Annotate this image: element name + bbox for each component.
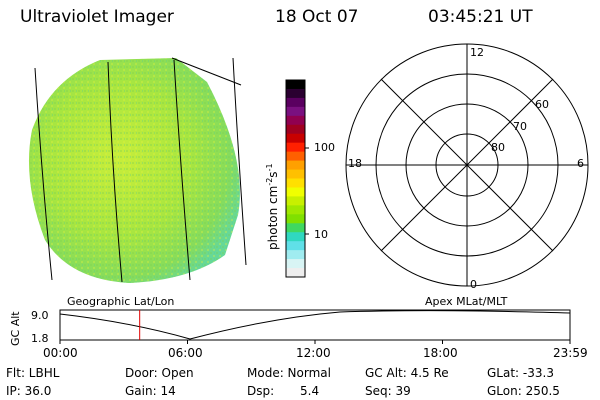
colorbar-segment bbox=[286, 259, 305, 269]
colorbar-segment bbox=[286, 250, 305, 260]
colorbar-segment bbox=[286, 80, 305, 90]
polar-label-12: 12 bbox=[470, 46, 484, 59]
orbit-xtick-0: 00:00 bbox=[43, 346, 78, 360]
ip-info: IP: 36.0 bbox=[6, 384, 52, 398]
orbit-left-title: Geographic Lat/Lon bbox=[67, 295, 175, 308]
colorbar-segment bbox=[286, 115, 305, 126]
dsp-info-value: 5.4 bbox=[300, 384, 320, 398]
colorbar-segment bbox=[286, 223, 305, 233]
colorbar-tick-100: 100 bbox=[314, 141, 335, 154]
colorbar-segment bbox=[286, 205, 305, 215]
filter-info: Flt: LBHL bbox=[6, 366, 60, 380]
orbit-ytick-9: 9.0 bbox=[31, 309, 49, 322]
colorbar-unit-label: photon cm-2s-1 bbox=[265, 163, 280, 250]
instrument-title: Ultraviolet Imager bbox=[20, 7, 174, 27]
colorbar-segment bbox=[286, 169, 305, 179]
polar-plot bbox=[345, 43, 589, 287]
seq-info: Seq: 39 bbox=[365, 384, 411, 398]
colorbar-segment bbox=[286, 106, 305, 117]
colorbar-segment bbox=[286, 178, 305, 188]
uv-earth-image bbox=[28, 58, 240, 283]
gc-alt-info: GC Alt: 4.5 Re bbox=[365, 366, 449, 380]
polar-label-18: 18 bbox=[348, 157, 362, 170]
colorbar-segment bbox=[286, 241, 305, 251]
time-label: 03:45:21 UT bbox=[428, 7, 533, 27]
polar-lat-70: 70 bbox=[513, 120, 527, 133]
orbit-ylabel: GC Alt bbox=[9, 311, 22, 346]
date-label: 18 Oct 07 bbox=[275, 7, 359, 27]
colorbar-frame bbox=[285, 79, 306, 278]
polar-diagonal-2 bbox=[380, 78, 554, 252]
colorbar-segment bbox=[286, 142, 305, 153]
mode-info: Mode: Normal bbox=[247, 366, 331, 380]
colorbar-segment bbox=[286, 214, 305, 224]
colorbar bbox=[285, 79, 309, 278]
glon-info: GLon: 250.5 bbox=[487, 384, 560, 398]
colorbar-segment bbox=[286, 187, 305, 197]
orbit-right-title: Apex MLat/MLT bbox=[425, 295, 508, 308]
orbit-xtick-1: 06:00 bbox=[168, 346, 203, 360]
polar-label-6: 6 bbox=[577, 157, 584, 170]
colorbar-tick-10: 10 bbox=[314, 228, 328, 241]
earth-grid-lines bbox=[34, 57, 247, 283]
colorbar-segment bbox=[286, 88, 305, 99]
glat-info: GLat: -33.3 bbox=[487, 366, 554, 380]
orbit-xtick-4: 23:59 bbox=[553, 346, 588, 360]
orbit-ytick-1-8: 1.8 bbox=[31, 332, 49, 345]
colorbar-segment bbox=[286, 196, 305, 206]
colorbar-segment bbox=[286, 124, 305, 135]
orbit-plot bbox=[59, 309, 571, 344]
colorbar-segment bbox=[286, 160, 305, 171]
colorbar-segment bbox=[286, 232, 305, 242]
colorbar-segment bbox=[286, 97, 305, 108]
colorbar-segment bbox=[286, 133, 305, 144]
colorbar-segment bbox=[286, 268, 305, 278]
orbit-xtick-2: 12:00 bbox=[296, 346, 331, 360]
polar-lat-80: 80 bbox=[491, 141, 505, 154]
orbit-xtick-3: 18:00 bbox=[423, 346, 458, 360]
door-info: Door: Open bbox=[125, 366, 194, 380]
polar-lat-60: 60 bbox=[535, 98, 549, 111]
gain-info: Gain: 14 bbox=[125, 384, 176, 398]
dsp-info-label: Dsp: bbox=[247, 384, 275, 398]
polar-label-0: 0 bbox=[470, 278, 477, 291]
orbit-altitude-curve bbox=[59, 310, 571, 340]
colorbar-segment bbox=[286, 151, 305, 162]
